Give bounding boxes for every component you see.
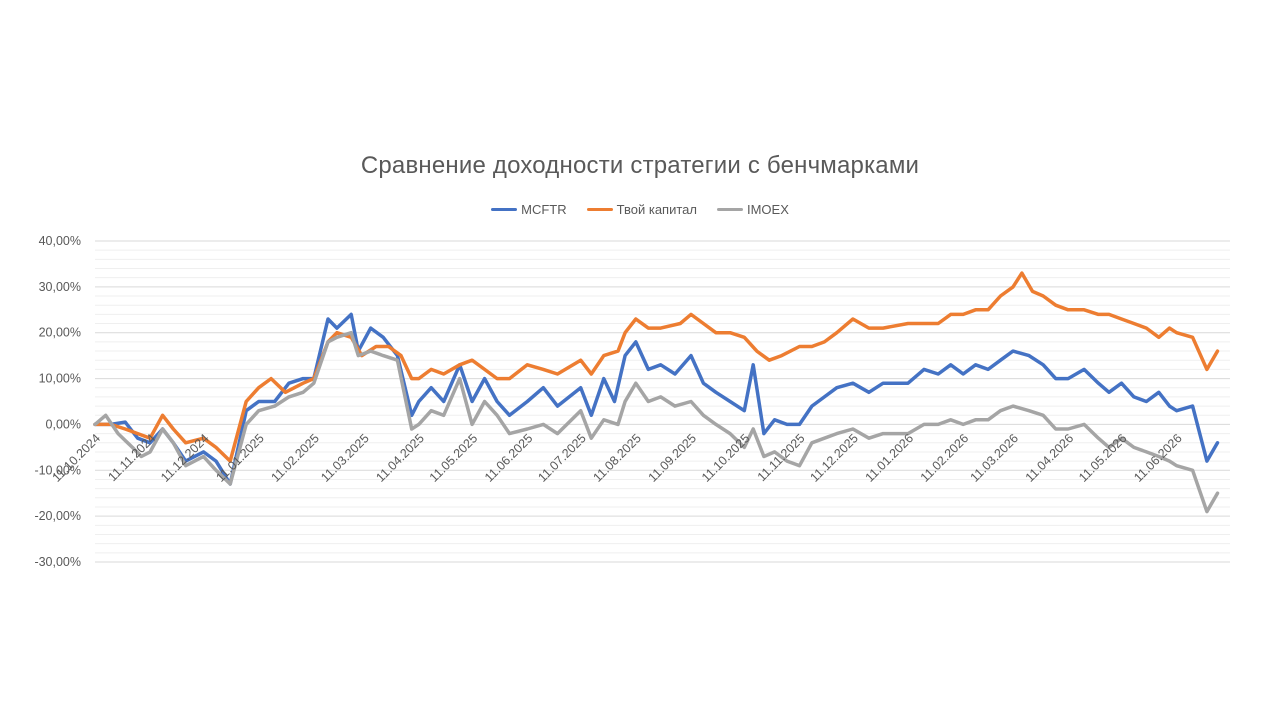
x-tick-label: 11.12.2025 (807, 431, 861, 485)
legend-item-imoex: IMOEX (716, 202, 789, 217)
legend: MCFTR Твой капитал IMOEX (0, 202, 1280, 217)
x-tick-label: 11.02.2026 (918, 431, 972, 485)
x-tick-label: 11.10.2025 (699, 431, 753, 485)
chart-title: Сравнение доходности стратегии с бенчмар… (360, 152, 920, 179)
y-tick-label: 10,00% (39, 372, 81, 386)
y-tick-label: 0,00% (46, 417, 81, 431)
y-tick-label: 40,00% (39, 234, 81, 248)
x-tick-label: 11.06.2026 (1131, 431, 1185, 485)
y-tick-label: -10,00% (34, 463, 81, 477)
y-tick-label: -30,00% (34, 555, 81, 569)
x-tick-label: 11.05.2025 (427, 431, 481, 485)
legend-item-tvoy-kapital: Твой капитал (586, 202, 697, 217)
legend-item-mcftr: MCFTR (491, 202, 567, 217)
legend-swatch-mcftr (491, 208, 518, 211)
legend-label-mcftr: MCFTR (521, 202, 567, 217)
series-line-0 (93, 312, 1220, 486)
legend-label-imoex: IMOEX (746, 202, 789, 217)
x-tick-label: 11.02.2025 (268, 431, 322, 485)
x-tick-label: 11.06.2025 (482, 431, 536, 485)
y-tick-label: -20,00% (34, 509, 81, 523)
x-tick-label: 11.08.2025 (590, 431, 644, 485)
x-axis-labels: 11.10.2024 11.11.2024 11.12.2024 11.01.2025… (50, 431, 1185, 485)
series-line-2 (93, 330, 1220, 514)
legend-swatch-imoex (716, 208, 743, 211)
series-line-1 (93, 271, 1220, 463)
x-tick-label: 11.03.2025 (318, 431, 372, 485)
y-tick-label: 20,00% (39, 326, 81, 340)
legend-label-tvoy-kapital: Твой капитал (616, 202, 697, 217)
x-tick-label: 11.07.2025 (535, 431, 589, 485)
x-tick-label: 11.04.2026 (1023, 431, 1077, 485)
legend-swatch-tvoy-kapital (586, 208, 613, 211)
series-lines (93, 271, 1220, 514)
y-axis-labels: 40,00% 30,00% 20,00% 10,00% 0,00% -10,00% -20,… (34, 234, 81, 569)
x-tick-label: 11.11.2024 (105, 431, 158, 484)
x-tick-label: 11.04.2025 (373, 431, 427, 485)
x-tick-label: 11.05.2026 (1076, 431, 1130, 485)
y-tick-label: 30,00% (39, 280, 81, 294)
x-tick-label: 11.03.2026 (968, 431, 1022, 485)
x-tick-label: 11.09.2025 (646, 431, 700, 485)
